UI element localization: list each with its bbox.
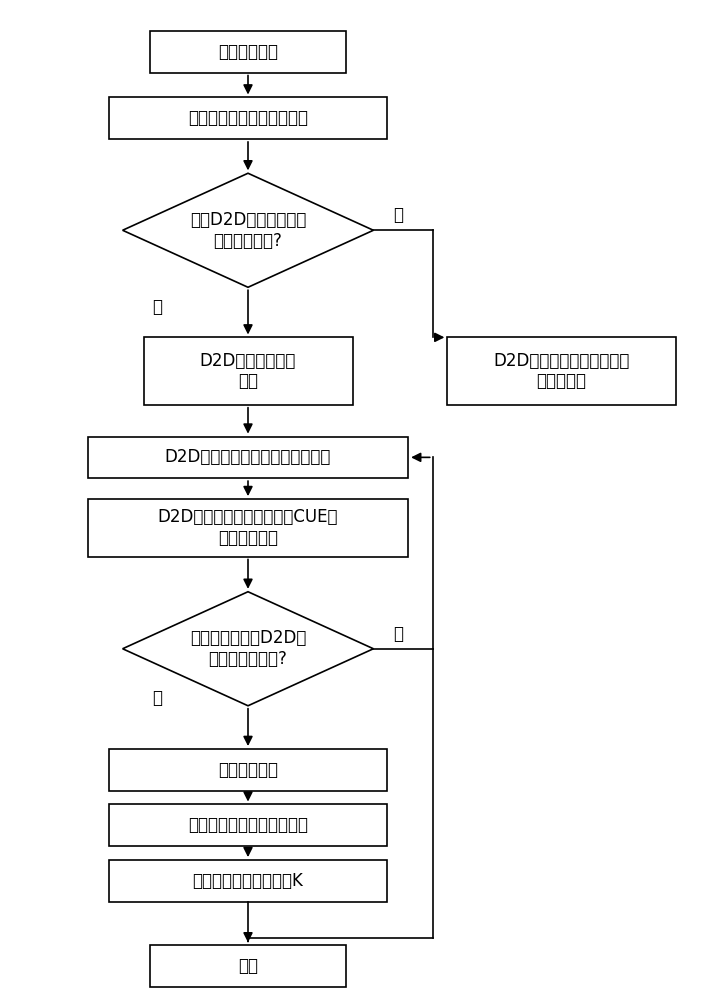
Text: 优化目标函数: 优化目标函数 xyxy=(218,761,278,779)
Text: 利用差分进化算法功率控制: 利用差分进化算法功率控制 xyxy=(188,816,308,834)
Text: D2D用户分配专用资源或采
用蜂窝模式: D2D用户分配专用资源或采 用蜂窝模式 xyxy=(493,352,630,390)
FancyBboxPatch shape xyxy=(109,804,387,846)
FancyBboxPatch shape xyxy=(150,945,345,987)
Polygon shape xyxy=(123,173,374,287)
FancyBboxPatch shape xyxy=(150,31,345,73)
FancyBboxPatch shape xyxy=(109,860,387,902)
Text: 是: 是 xyxy=(152,298,162,316)
FancyBboxPatch shape xyxy=(87,499,408,557)
FancyBboxPatch shape xyxy=(144,337,352,405)
FancyBboxPatch shape xyxy=(446,337,677,405)
FancyBboxPatch shape xyxy=(109,97,387,139)
Text: 判断D2D用户是否在干
扰限制区域外?: 判断D2D用户是否在干 扰限制区域外? xyxy=(190,211,306,250)
Text: 结束: 结束 xyxy=(238,957,258,975)
Text: D2D接收端按其与基站的距离排序: D2D接收端按其与基站的距离排序 xyxy=(165,448,331,466)
Text: 建立小区模型: 建立小区模型 xyxy=(218,43,278,61)
Polygon shape xyxy=(123,592,374,706)
Text: D2D依次复用距离其最远的CUE的
上行链路资源: D2D依次复用距离其最远的CUE的 上行链路资源 xyxy=(158,508,338,547)
Text: 是: 是 xyxy=(152,689,162,707)
Text: 基站附近划定干扰限制区域: 基站附近划定干扰限制区域 xyxy=(188,109,308,127)
Text: 调节目标函数中的权值K: 调节目标函数中的权值K xyxy=(192,872,303,890)
Text: D2D用户采用复用
模式: D2D用户采用复用 模式 xyxy=(200,352,296,390)
FancyBboxPatch shape xyxy=(109,749,387,791)
FancyBboxPatch shape xyxy=(87,437,408,478)
Text: 否: 否 xyxy=(393,625,403,643)
Text: 否: 否 xyxy=(393,206,403,224)
Text: 判断是否所有的D2D用
户都已分配资源?: 判断是否所有的D2D用 户都已分配资源? xyxy=(190,629,306,668)
